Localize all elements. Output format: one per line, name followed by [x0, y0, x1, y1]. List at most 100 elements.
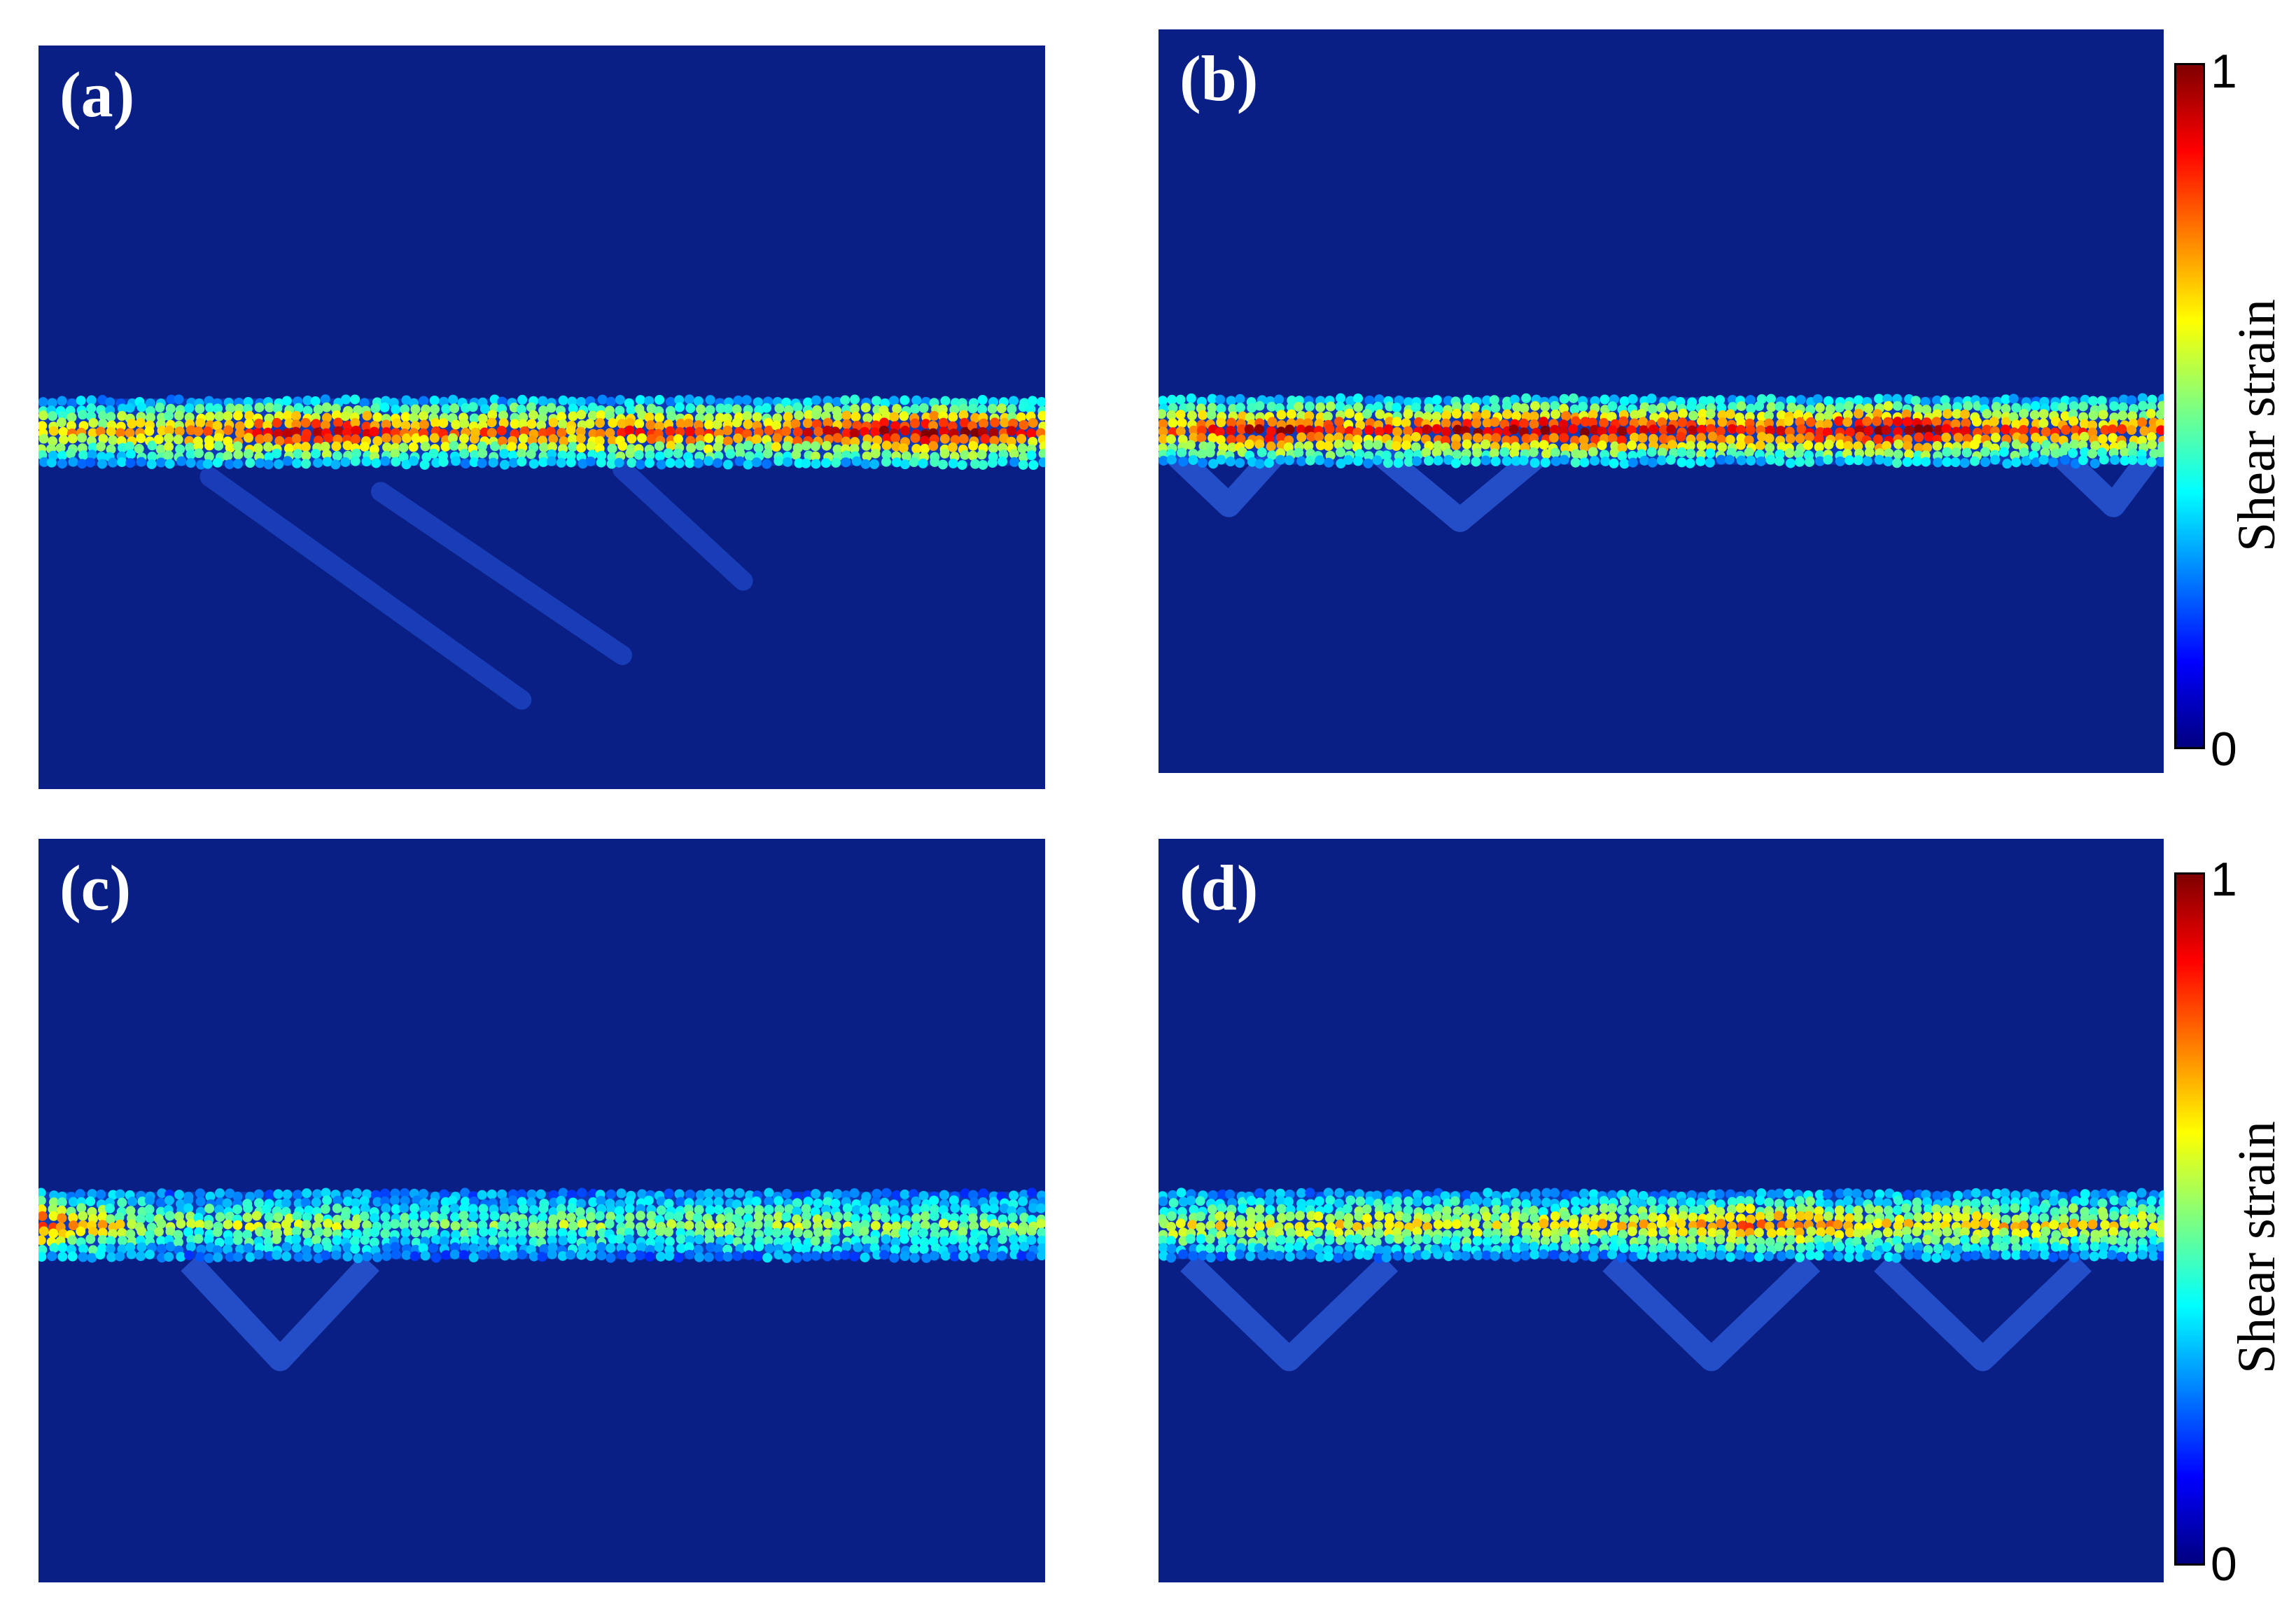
- strain-particle: [517, 1189, 527, 1199]
- strain-particle: [1568, 424, 1578, 434]
- strain-particle: [853, 1242, 863, 1253]
- strain-particle: [322, 1227, 332, 1238]
- strain-particle: [548, 417, 559, 428]
- strain-particle: [684, 1220, 694, 1231]
- strain-particle: [1304, 411, 1315, 422]
- strain-particle: [272, 417, 282, 428]
- strain-particle: [920, 1204, 930, 1214]
- strain-particle: [1314, 431, 1324, 442]
- strain-particle: [1599, 1196, 1609, 1206]
- strain-particle: [813, 1198, 823, 1208]
- strain-particle: [1492, 1204, 1502, 1215]
- strain-particle: [1648, 1205, 1659, 1215]
- strain-particle: [323, 1218, 333, 1229]
- strain-particle: [1404, 1196, 1414, 1206]
- strain-particle: [1961, 1242, 1972, 1253]
- strain-particle: [1363, 1227, 1373, 1237]
- strain-particle: [1217, 1189, 1228, 1199]
- strain-particle: [910, 1235, 920, 1246]
- strain-particle: [1186, 410, 1197, 421]
- strain-particle: [1874, 454, 1884, 465]
- strain-particle: [311, 448, 321, 459]
- strain-particle: [1744, 1196, 1754, 1206]
- strain-particle: [732, 404, 742, 415]
- strain-particle: [2018, 1220, 2029, 1231]
- strain-particle: [1793, 449, 1804, 459]
- strain-particle: [1519, 1242, 1530, 1253]
- strain-particle: [497, 1237, 507, 1247]
- strain-particle: [431, 457, 442, 468]
- strain-particle: [184, 1250, 195, 1260]
- strain-particle: [830, 1198, 841, 1208]
- strain-particle: [429, 395, 440, 405]
- strain-particle: [351, 448, 362, 459]
- strain-particle: [76, 1226, 86, 1237]
- strain-particle: [165, 1226, 176, 1237]
- strain-particle: [694, 1204, 704, 1215]
- strain-particle: [1364, 1197, 1375, 1207]
- strain-particle: [1695, 1204, 1706, 1215]
- strain-particle: [1511, 411, 1522, 422]
- strain-particle: [1392, 403, 1402, 413]
- strain-particle: [989, 436, 1000, 446]
- strain-particle: [1990, 1243, 2001, 1253]
- strain-particle: [2019, 408, 2029, 419]
- strain-particle: [1404, 1252, 1414, 1262]
- strain-particle: [654, 421, 664, 431]
- strain-particle: [381, 433, 391, 443]
- strain-particle: [1334, 1198, 1344, 1208]
- strain-particle: [1502, 456, 1512, 466]
- strain-particle: [1403, 409, 1413, 419]
- strain-particle: [2127, 1243, 2137, 1253]
- strain-particle: [588, 1188, 598, 1199]
- strain-particle: [715, 403, 726, 414]
- strain-particle: [2049, 1220, 2059, 1230]
- strain-particle: [479, 403, 490, 414]
- strain-particle: [1648, 424, 1659, 435]
- strain-particle: [1600, 1249, 1610, 1260]
- strain-particle: [274, 436, 285, 446]
- strain-particle: [1392, 417, 1402, 427]
- strain-particle: [58, 426, 69, 437]
- strain-particle: [498, 418, 509, 429]
- strain-particle: [1410, 402, 1421, 412]
- strain-particle: [1354, 412, 1364, 422]
- strain-particle: [2019, 1250, 2030, 1260]
- strain-particle: [1883, 417, 1893, 427]
- strain-particle: [566, 457, 576, 468]
- strain-particle: [1265, 1204, 1275, 1215]
- strain-particle: [1254, 1221, 1265, 1232]
- strain-particle: [1303, 441, 1314, 452]
- strain-particle: [1989, 417, 1999, 427]
- strain-particle: [391, 1204, 401, 1214]
- strain-particle: [1834, 416, 1844, 426]
- strain-particle: [1795, 1234, 1805, 1245]
- strain-particle: [1472, 1195, 1483, 1206]
- strain-particle: [1037, 1227, 1045, 1238]
- strain-particle: [1373, 440, 1383, 450]
- strain-particle: [899, 1189, 910, 1199]
- strain-particle: [1412, 1227, 1422, 1237]
- strain-particle: [1462, 394, 1473, 405]
- strain-particle: [2087, 420, 2098, 431]
- strain-particle: [1616, 1204, 1627, 1215]
- strain-particle: [918, 403, 929, 413]
- strain-particle: [978, 459, 988, 470]
- strain-particle: [1266, 1249, 1277, 1260]
- strain-particle: [1410, 442, 1421, 452]
- strain-particle: [146, 412, 156, 423]
- strain-particle: [1462, 432, 1472, 443]
- strain-particle: [282, 410, 293, 421]
- strain-particle: [1037, 410, 1045, 421]
- strain-particle: [664, 1211, 675, 1222]
- strain-particle: [801, 1204, 811, 1214]
- strain-particle: [1825, 1226, 1835, 1237]
- strain-particle: [958, 433, 969, 444]
- strain-particle: [1960, 1213, 1970, 1223]
- strain-particle: [2119, 1218, 2129, 1229]
- strain-particle: [859, 1205, 869, 1215]
- strain-particle: [1482, 1197, 1492, 1208]
- strain-particle: [1363, 458, 1373, 468]
- strain-particle: [2108, 1227, 2119, 1237]
- strain-particle: [438, 418, 449, 429]
